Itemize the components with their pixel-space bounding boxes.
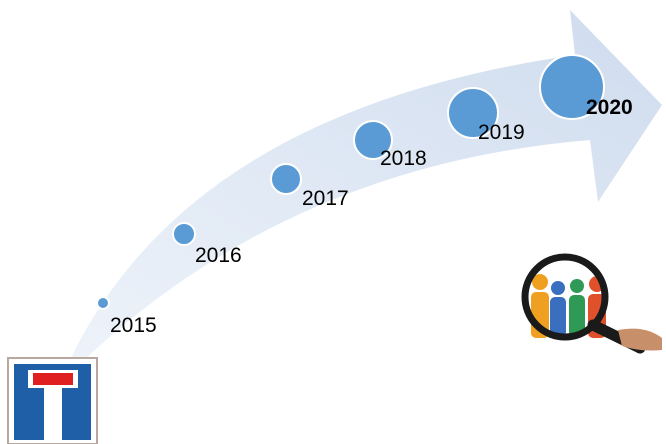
- year-label: 2016: [195, 244, 242, 267]
- year-label: 2019: [478, 121, 525, 144]
- timeline-dot: [172, 222, 196, 246]
- timeline-dot: [96, 296, 110, 310]
- timeline-dot: [353, 120, 393, 160]
- road-sign-icon: [7, 357, 98, 444]
- people-search-icon: [521, 253, 662, 354]
- timeline-nodes: 2015 2016 2017 2018 2019 2020: [96, 54, 633, 337]
- year-label: 2015: [110, 314, 157, 337]
- timeline-dot: [270, 163, 302, 195]
- timeline-dot: [447, 87, 499, 139]
- year-label: 2017: [302, 187, 349, 210]
- year-label: 2020: [586, 96, 633, 119]
- timeline-dot: [539, 54, 605, 120]
- year-label: 2018: [380, 147, 427, 170]
- timeline-arrow: [70, 10, 662, 362]
